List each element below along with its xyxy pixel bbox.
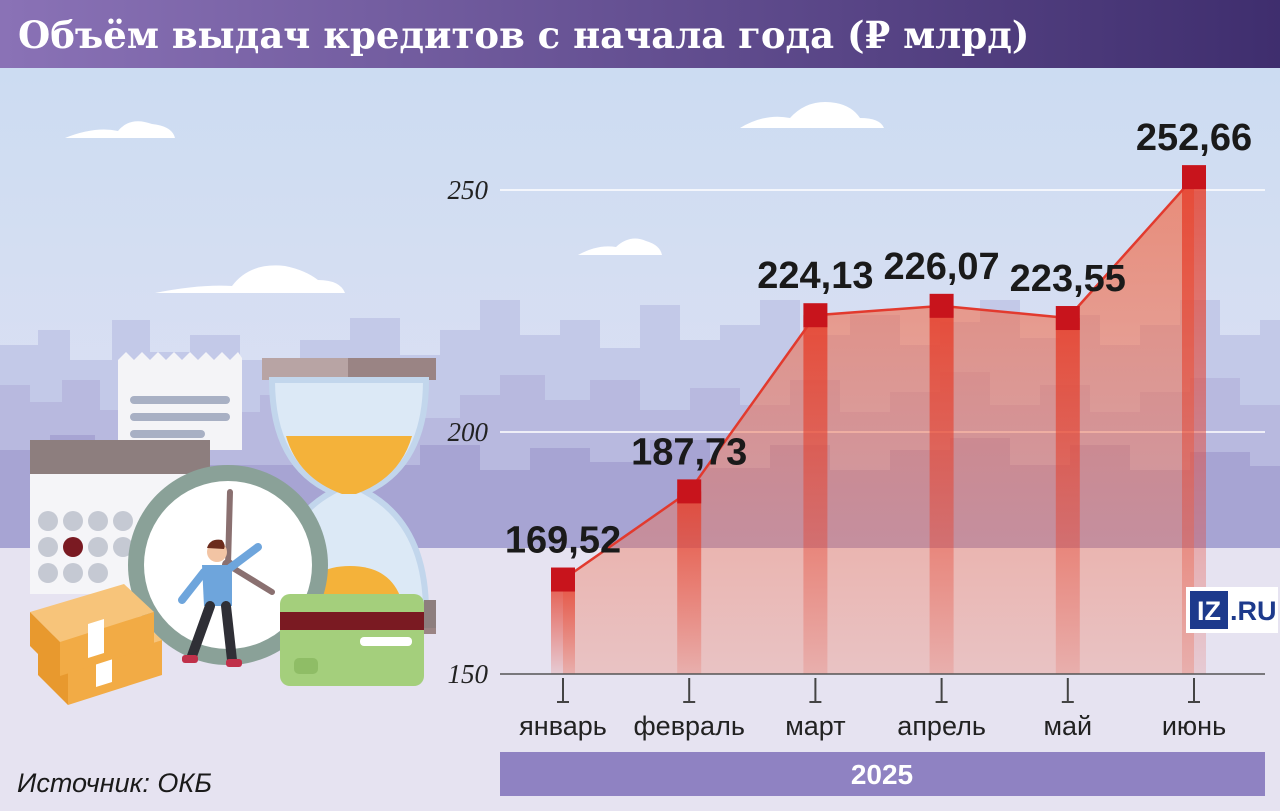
data-label: 252,66 (1136, 117, 1252, 159)
y-tick-labels: 150 200 250 (448, 175, 489, 689)
data-label: 224,13 (757, 255, 873, 297)
credit-card-icon (280, 594, 436, 686)
data-marker (551, 567, 575, 592)
value-column (929, 305, 954, 674)
data-markers (551, 165, 1206, 592)
cloud-icon (155, 265, 345, 293)
x-tick-label: апрель (897, 711, 986, 741)
data-label: 226,07 (883, 246, 999, 288)
data-label: 187,73 (631, 431, 747, 473)
x-tick-label: май (1043, 711, 1092, 741)
x-tick-label: июнь (1162, 711, 1226, 741)
x-tick-labels: январь февраль март апрель май июнь (519, 711, 1226, 741)
year-label: 2025 (851, 759, 913, 790)
y-tick-label: 150 (448, 659, 489, 689)
y-tick-label: 250 (448, 175, 489, 205)
value-column (677, 491, 702, 674)
value-column (1055, 318, 1080, 674)
x-tick-label: февраль (633, 711, 744, 741)
chart-title: Объём выдач кредитов с начала года (₽ мл… (18, 13, 1029, 57)
y-tick-label: 200 (448, 417, 489, 447)
logo-suffix: .RU (1230, 596, 1277, 626)
money-stack-icon (30, 584, 162, 705)
data-marker (929, 293, 954, 318)
logo-mark: IZ (1197, 596, 1221, 626)
cloud-icon (578, 238, 662, 255)
area-fill (563, 177, 1194, 674)
header-band (0, 0, 1280, 68)
receipt-icon (118, 352, 242, 450)
source-note: Источник: ОКБ (17, 768, 212, 798)
cloud-icon (65, 121, 175, 138)
x-tick-label: март (785, 711, 845, 741)
value-labels: 169,52 187,73 224,13 226,07 223,55 252,66 (505, 117, 1252, 561)
data-marker (803, 303, 828, 328)
x-tick-label: январь (519, 711, 607, 741)
data-marker (1182, 165, 1206, 190)
value-column (803, 315, 828, 674)
iz-ru-logo: IZ .RU (1186, 587, 1278, 633)
series-line (562, 176, 1195, 581)
year-band (500, 752, 1265, 796)
finance-illustration (30, 352, 436, 705)
line-area-chart: 169,52 187,73 224,13 226,07 223,55 252,66 150… (448, 117, 1265, 796)
value-column (551, 579, 575, 674)
x-tick-marks (557, 678, 1200, 703)
cloud-icon (740, 102, 884, 128)
data-label: 223,55 (1010, 258, 1126, 300)
data-label: 169,52 (505, 520, 621, 562)
person-icon (178, 539, 262, 667)
data-marker (677, 479, 702, 504)
clouds (65, 102, 884, 293)
value-columns (551, 177, 1206, 674)
data-marker (1055, 306, 1080, 331)
